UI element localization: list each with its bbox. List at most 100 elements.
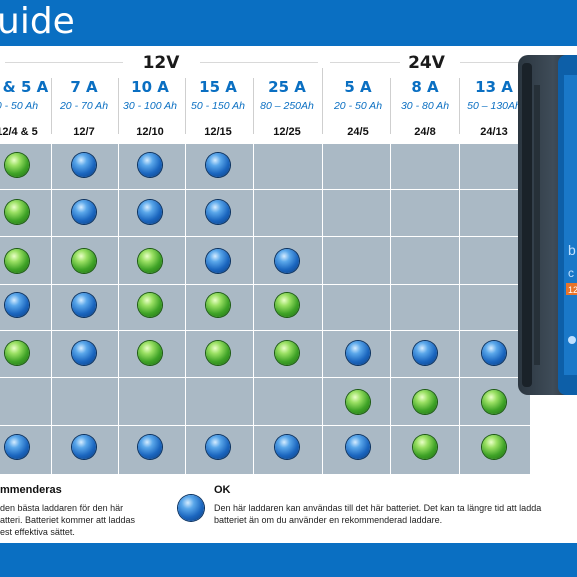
ok-blue-dot [72,200,96,224]
recommended-green-dot [5,200,29,224]
group-12v-rule-left [5,62,123,63]
group-24v-rule-right [460,62,530,63]
column-capacity-range: 80 – 250Ah [260,100,314,112]
device-badge: 12 [568,285,577,295]
column-model-label: 12/4 & 5 [0,126,38,138]
page-title: uide [0,1,75,42]
legend-ok-line-2: batteriet än om du använder en rekommend… [214,515,443,525]
ok-blue-dot [275,435,299,459]
recommended-green-dot [346,390,370,414]
ok-blue-dot [72,293,96,317]
ok-blue-dot [138,153,162,177]
recommended-green-dot [138,293,162,317]
recommended-green-dot [413,435,437,459]
recommended-green-dot [413,390,437,414]
ok-blue-dot [138,200,162,224]
legend-ok-line-1: Den här laddaren kan användas till det h… [214,503,542,513]
column-capacity-range: 20 - 70 Ah [59,100,109,112]
header-bar: uide [0,0,577,46]
column-capacity-range: 30 - 80 Ah [400,100,450,112]
ok-blue-dot [72,435,96,459]
recommended-green-dot [5,153,29,177]
column-model-label: 12/15 [204,126,232,138]
recommended-green-dot [206,341,230,365]
grid-horizontal-line [0,189,530,190]
column-model-label: 12/10 [136,126,164,138]
ok-blue-dot [5,293,29,317]
legend-ok-blue-dot [178,495,204,521]
column-capacity-range: 30 - 100 Ah [123,100,177,112]
recommended-green-dot [5,249,29,273]
header-column-separator [118,78,119,134]
grid-vertical-line [390,144,391,474]
ok-blue-dot [206,153,230,177]
column-model-label: 24/8 [414,126,436,138]
grid-vertical-line [185,144,186,474]
column-model-label: 12/7 [73,126,95,138]
column-amp-label: 25 A [268,78,306,96]
group-24v-label: 24V [408,53,445,73]
ok-blue-dot [346,435,370,459]
column-amp-label: 10 A [131,78,169,96]
ok-blue-dot [138,435,162,459]
recommended-green-dot [72,249,96,273]
ok-blue-dot [275,249,299,273]
grid-horizontal-line [0,425,530,426]
ok-blue-dot [5,435,29,459]
grid-vertical-line [322,144,323,474]
recommended-green-dot [482,435,506,459]
legend-ok-title: OK [214,484,231,496]
recommended-green-dot [275,341,299,365]
column-capacity-range: 0 - 50 Ah [0,100,39,112]
grid-vertical-line [118,144,119,474]
column-amp-label: 13 A [475,78,513,96]
header-column-separator [185,78,186,134]
legend-recommended-title: mmenderas [0,484,62,496]
ok-blue-dot [206,435,230,459]
column-capacity-range: 20 - 50 Ah [333,100,383,112]
legend-recommended-line-2: atteri. Batteriet kommer att laddas [0,515,136,525]
grid-vertical-line [51,144,52,474]
device-letter-c: c [568,266,574,280]
charger-device-image: b c 12 [518,55,577,395]
column-amp-label: 8 A [411,78,439,96]
grid-horizontal-line [0,330,530,331]
header-column-separator [390,78,391,134]
column-amp-label: 5 A [344,78,372,96]
header-column-separator [253,78,254,134]
column-amp-label: 4 & 5 A [0,78,49,96]
grid-vertical-line [253,144,254,474]
group-24v-rule-left [330,62,400,63]
column-amp-label: 7 A [70,78,98,96]
column-capacity-range: 50 - 150 Ah [191,100,245,112]
column-model-label: 24/13 [480,126,508,138]
ok-blue-dot [482,341,506,365]
column-capacity-range: 50 – 130Ah [467,100,521,112]
grid-horizontal-line [0,377,530,378]
column-model-label: 12/25 [273,126,301,138]
ok-blue-dot [346,341,370,365]
header-column-separator [51,78,52,134]
recommended-green-dot [206,293,230,317]
grid-horizontal-line [0,236,530,237]
ok-blue-dot [206,200,230,224]
recommended-green-dot [138,341,162,365]
device-letter-b: b [568,242,576,258]
ok-blue-dot [72,341,96,365]
ok-blue-dot [413,341,437,365]
ok-blue-dot [72,153,96,177]
grid-horizontal-line [0,284,530,285]
recommended-green-dot [275,293,299,317]
group-12v-label: 12V [142,53,180,73]
group-12v-rule-right [200,62,318,63]
ok-blue-dot [206,249,230,273]
recommended-green-dot [5,341,29,365]
footer-bar [0,543,577,577]
header-column-separator [459,78,460,134]
recommended-green-dot [138,249,162,273]
legend-recommended-line-1: den bästa laddaren för den här [0,503,124,513]
header-column-separator [322,68,323,134]
recommended-green-dot [482,390,506,414]
column-amp-label: 15 A [199,78,237,96]
legend-recommended-line-3: est effektiva sättet. [0,527,75,537]
